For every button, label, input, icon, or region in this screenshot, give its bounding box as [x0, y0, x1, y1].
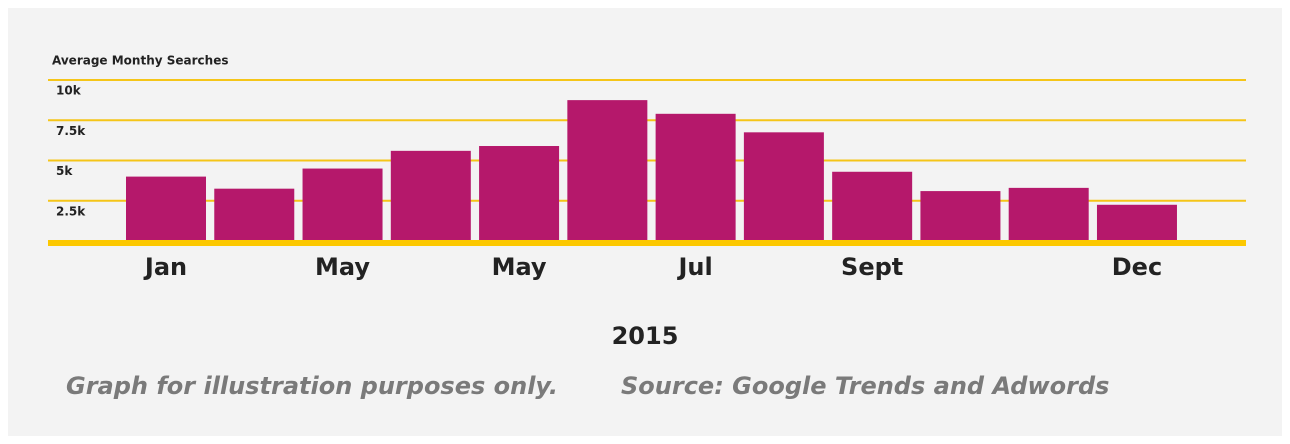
x-tick-label: Jul	[676, 253, 712, 281]
x-tick-label: Sept	[841, 253, 903, 281]
bar	[479, 146, 560, 241]
x-tick-label: May	[492, 253, 547, 281]
x-tick-label: May	[315, 253, 370, 281]
note: Graph for illustration purposes only.	[66, 372, 558, 400]
bar	[832, 171, 913, 241]
bar	[567, 100, 648, 241]
bar	[1008, 187, 1089, 241]
bar	[743, 132, 824, 241]
bar	[1096, 204, 1177, 241]
x-tick-label: Dec	[1112, 253, 1162, 281]
note: Source: Google Trends and Adwords	[621, 372, 1109, 400]
y-tick-label: 10k	[56, 84, 82, 98]
x-tick-label: Jan	[143, 253, 187, 281]
y-tick-label: 2.5k	[56, 204, 86, 218]
y-axis-label: Average Monthy Searches	[52, 54, 228, 68]
bar	[655, 113, 736, 241]
bar	[214, 188, 295, 241]
bar	[302, 168, 383, 241]
x-axis-label: 2015	[612, 322, 679, 350]
bar	[126, 176, 206, 241]
y-tick-label: 7.5k	[56, 124, 86, 138]
y-tick-label: 5k	[56, 164, 73, 178]
bar	[390, 150, 471, 241]
bar	[920, 191, 1001, 241]
